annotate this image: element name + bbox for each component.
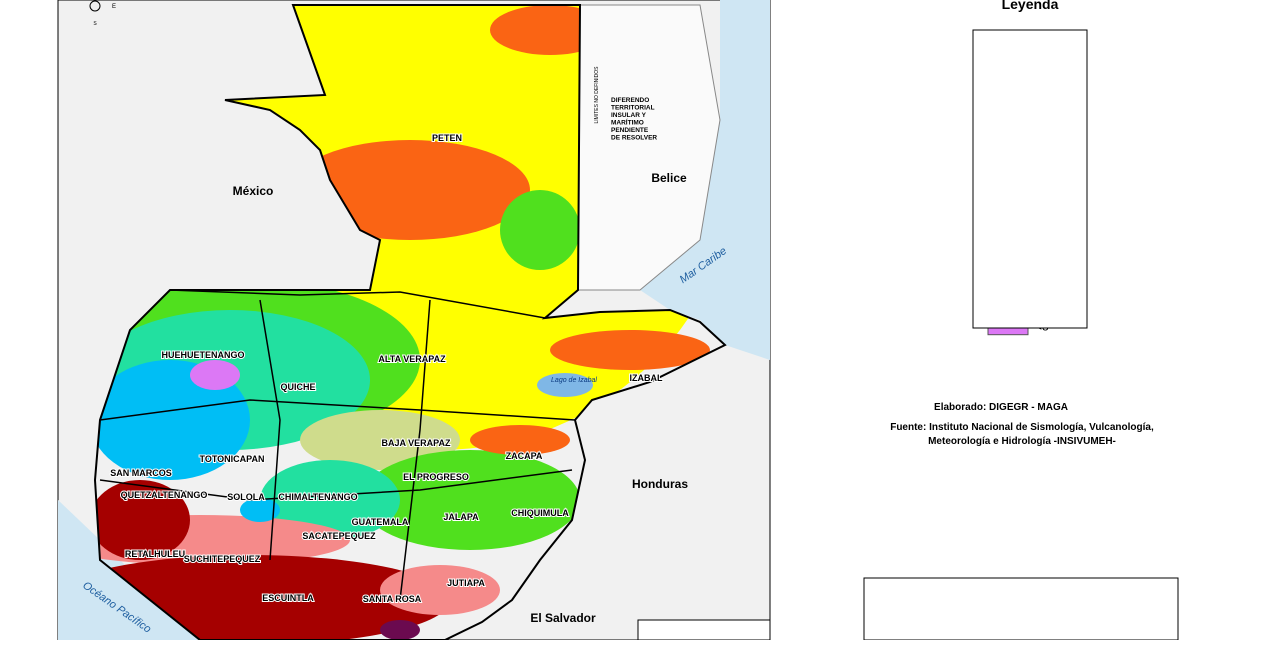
compass-label: E bbox=[112, 4, 116, 10]
department-label: ESCUINTLA bbox=[262, 593, 314, 603]
department-label: SUCHITEPEQUEZ bbox=[184, 554, 261, 564]
country-label: Belice bbox=[651, 171, 687, 185]
department-border bbox=[399, 299, 431, 601]
temperature-zone bbox=[260, 460, 400, 540]
legend-title: Leyenda bbox=[1002, 0, 1059, 12]
country-label: México bbox=[233, 184, 274, 198]
legend-box bbox=[972, 29, 1088, 329]
department-label: HUEHUETENANGO bbox=[161, 350, 244, 360]
dispute-note: PENDIENTE bbox=[611, 127, 649, 134]
department-label: SACATEPEQUEZ bbox=[302, 531, 376, 541]
department-label: JALAPA bbox=[443, 512, 479, 522]
temperature-zone bbox=[95, 480, 190, 560]
border-note: LIMITES NO DEFINIDOS bbox=[594, 66, 600, 124]
department-label: ALTA VERAPAZ bbox=[378, 354, 446, 364]
department-label: SOLOLA bbox=[227, 492, 265, 502]
temperature-zone bbox=[190, 360, 240, 390]
department-border bbox=[169, 289, 546, 319]
country-label: El Salvador bbox=[530, 611, 596, 625]
temperature-zone bbox=[380, 620, 420, 640]
temperature-zone bbox=[240, 498, 280, 522]
caribbean-sea bbox=[640, 0, 770, 360]
department-label: QUETZALTENANGO bbox=[121, 490, 208, 500]
compass bbox=[89, 0, 101, 12]
symbology-box bbox=[637, 619, 771, 641]
temperature-zone bbox=[500, 190, 580, 270]
dispute-note: TERRITORIAL bbox=[611, 105, 655, 112]
department-label: EL PROGRESO bbox=[403, 472, 469, 482]
temperature-zone bbox=[550, 330, 710, 370]
water-label: Lago de Izabal bbox=[551, 377, 597, 384]
dispute-note: MARÍTIMO bbox=[611, 118, 644, 127]
footer-box bbox=[863, 577, 1179, 641]
lake-izabal bbox=[537, 373, 593, 397]
compass-label: N bbox=[93, 0, 97, 1]
department-label: RETALHULEU bbox=[125, 549, 185, 559]
department-label: IZABAL bbox=[630, 373, 663, 383]
department-label: PETEN bbox=[432, 133, 462, 143]
department-border bbox=[99, 469, 573, 501]
department-border bbox=[99, 399, 576, 421]
dispute-note: DIFERENDO bbox=[611, 97, 649, 104]
department-label: JUTIAPA bbox=[447, 578, 485, 588]
temperature-zone bbox=[95, 360, 250, 480]
department-label: ZACAPA bbox=[506, 451, 543, 461]
department-border bbox=[259, 299, 281, 561]
temperature-zone bbox=[380, 565, 500, 615]
country-label: Honduras bbox=[632, 477, 688, 491]
dispute-note: INSULAR Y bbox=[611, 112, 647, 119]
credit: Fuente: Instituto Nacional de Sismología… bbox=[890, 422, 1154, 433]
department-label: CHIMALTENANGO bbox=[278, 492, 357, 502]
department-label: SAN MARCOS bbox=[110, 468, 172, 478]
temperature-zone bbox=[470, 425, 570, 455]
department-label: CHIQUIMULA bbox=[511, 508, 569, 518]
department-label: QUICHE bbox=[280, 382, 315, 392]
credit: Meteorología e Hidrología -INSIVUMEH- bbox=[928, 436, 1116, 447]
department-label: BAJA VERAPAZ bbox=[381, 438, 451, 448]
dispute-note: DE RESOLVER bbox=[611, 135, 657, 142]
belize bbox=[578, 4, 721, 291]
credit: Elaborado: DIGEGR - MAGA bbox=[934, 402, 1068, 413]
department-label: TOTONICAPAN bbox=[199, 454, 264, 464]
compass-label: S bbox=[93, 21, 97, 27]
department-label: SANTA ROSA bbox=[363, 594, 422, 604]
department-label: GUATEMALA bbox=[352, 517, 409, 527]
